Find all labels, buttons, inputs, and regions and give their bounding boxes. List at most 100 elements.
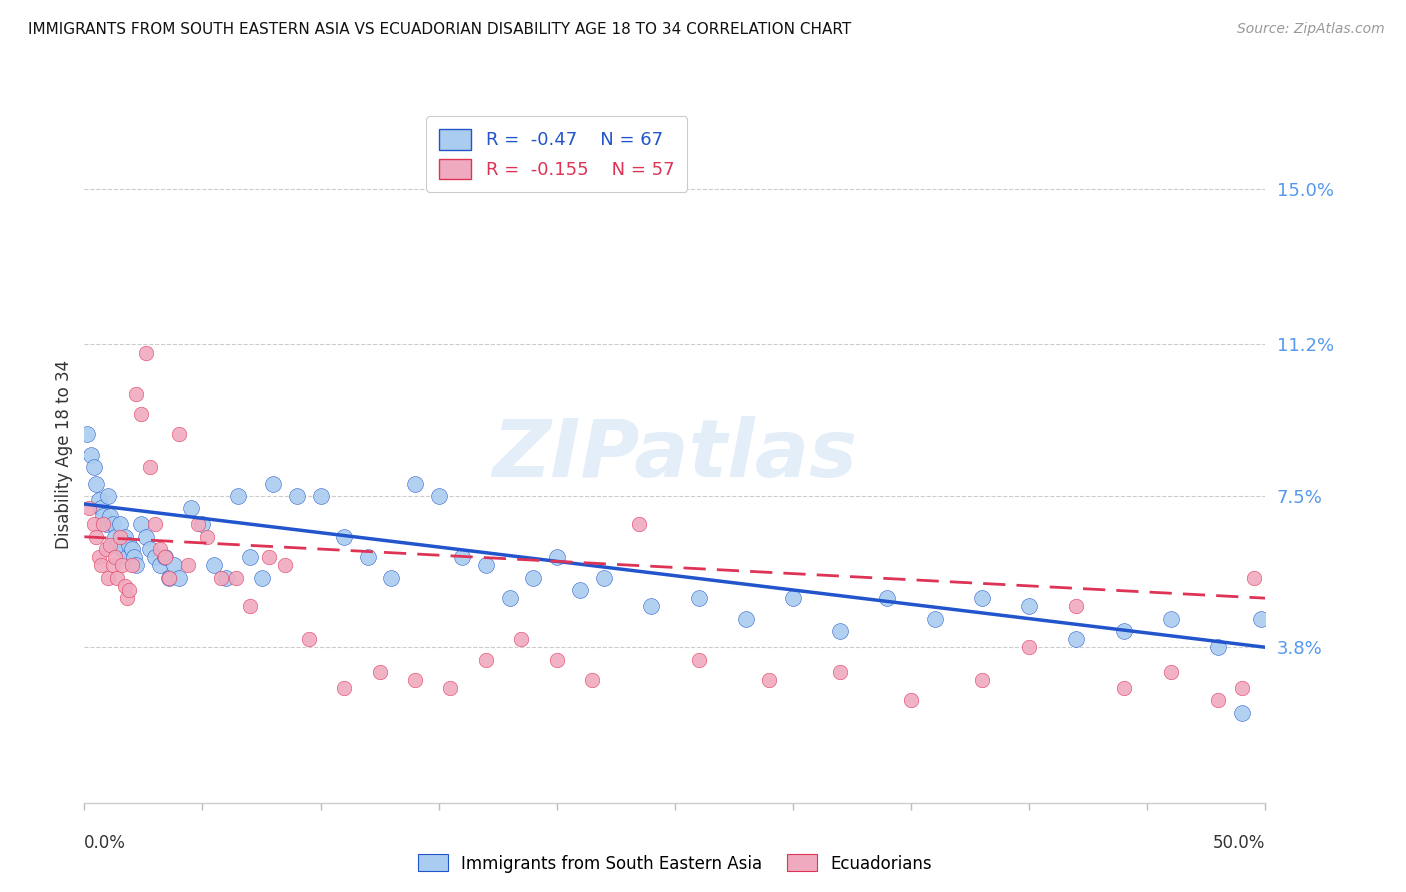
Text: Source: ZipAtlas.com: Source: ZipAtlas.com xyxy=(1237,22,1385,37)
Text: IMMIGRANTS FROM SOUTH EASTERN ASIA VS ECUADORIAN DISABILITY AGE 18 TO 34 CORRELA: IMMIGRANTS FROM SOUTH EASTERN ASIA VS EC… xyxy=(28,22,852,37)
Point xyxy=(94,517,117,532)
Point xyxy=(475,558,498,573)
Point xyxy=(475,652,498,666)
Point xyxy=(107,571,129,585)
Point xyxy=(163,558,186,573)
Point xyxy=(876,591,898,606)
Point xyxy=(84,530,107,544)
Point xyxy=(830,665,852,679)
Point xyxy=(404,476,426,491)
Point xyxy=(91,517,114,532)
Point xyxy=(98,538,121,552)
Point xyxy=(111,558,134,573)
Point xyxy=(215,571,238,585)
Point xyxy=(108,530,131,544)
Point xyxy=(153,550,176,565)
Point xyxy=(97,489,120,503)
Point xyxy=(357,550,380,565)
Point xyxy=(139,542,162,557)
Point xyxy=(149,542,172,557)
Point xyxy=(195,530,218,544)
Point xyxy=(191,517,214,532)
Point xyxy=(108,517,131,532)
Point xyxy=(115,550,138,565)
Point xyxy=(688,652,710,666)
Point xyxy=(510,632,533,646)
Point xyxy=(1250,612,1272,626)
Point xyxy=(202,558,225,573)
Point xyxy=(104,550,127,565)
Point xyxy=(1206,693,1229,707)
Point xyxy=(1018,640,1040,655)
Point xyxy=(91,509,114,524)
Text: ZIPatlas: ZIPatlas xyxy=(492,416,858,494)
Point xyxy=(688,591,710,606)
Point xyxy=(640,599,662,614)
Point xyxy=(125,558,148,573)
Point xyxy=(87,550,110,565)
Point xyxy=(439,681,461,696)
Y-axis label: Disability Age 18 to 34: Disability Age 18 to 34 xyxy=(55,360,73,549)
Point xyxy=(285,489,308,503)
Point xyxy=(135,530,157,544)
Point xyxy=(1112,681,1135,696)
Point xyxy=(333,530,356,544)
Point xyxy=(90,501,112,516)
Point xyxy=(101,517,124,532)
Point xyxy=(250,571,273,585)
Point xyxy=(1243,571,1265,585)
Point xyxy=(451,550,474,565)
Point xyxy=(97,571,120,585)
Point xyxy=(98,509,121,524)
Point xyxy=(593,571,616,585)
Point xyxy=(274,558,297,573)
Point xyxy=(111,542,134,557)
Point xyxy=(139,460,162,475)
Point xyxy=(900,693,922,707)
Legend: R =  -0.47    N = 67, R =  -0.155    N = 57: R = -0.47 N = 67, R = -0.155 N = 57 xyxy=(426,116,688,192)
Point xyxy=(628,517,651,532)
Point xyxy=(226,489,249,503)
Point xyxy=(1160,665,1182,679)
Point xyxy=(404,673,426,687)
Point xyxy=(84,476,107,491)
Point xyxy=(187,517,209,532)
Point xyxy=(1018,599,1040,614)
Point xyxy=(1066,599,1088,614)
Point xyxy=(970,591,993,606)
Point xyxy=(734,612,756,626)
Point xyxy=(129,407,152,421)
Point xyxy=(333,681,356,696)
Point xyxy=(830,624,852,638)
Point xyxy=(101,558,124,573)
Point xyxy=(90,558,112,573)
Point xyxy=(80,448,103,462)
Point xyxy=(298,632,321,646)
Point xyxy=(177,558,200,573)
Point xyxy=(522,571,544,585)
Text: 50.0%: 50.0% xyxy=(1213,834,1265,852)
Point xyxy=(581,673,603,687)
Point xyxy=(1160,612,1182,626)
Point xyxy=(129,517,152,532)
Point xyxy=(135,345,157,359)
Point xyxy=(107,538,129,552)
Point xyxy=(143,550,166,565)
Point xyxy=(104,530,127,544)
Point xyxy=(546,550,568,565)
Point xyxy=(83,517,105,532)
Point xyxy=(782,591,804,606)
Point xyxy=(180,501,202,516)
Point xyxy=(209,571,232,585)
Point xyxy=(380,571,402,585)
Point xyxy=(122,550,145,565)
Text: 0.0%: 0.0% xyxy=(84,834,127,852)
Point xyxy=(114,530,136,544)
Point xyxy=(153,550,176,565)
Point xyxy=(239,550,262,565)
Point xyxy=(262,476,284,491)
Point xyxy=(239,599,262,614)
Point xyxy=(76,427,98,442)
Point xyxy=(225,571,247,585)
Point xyxy=(115,591,138,606)
